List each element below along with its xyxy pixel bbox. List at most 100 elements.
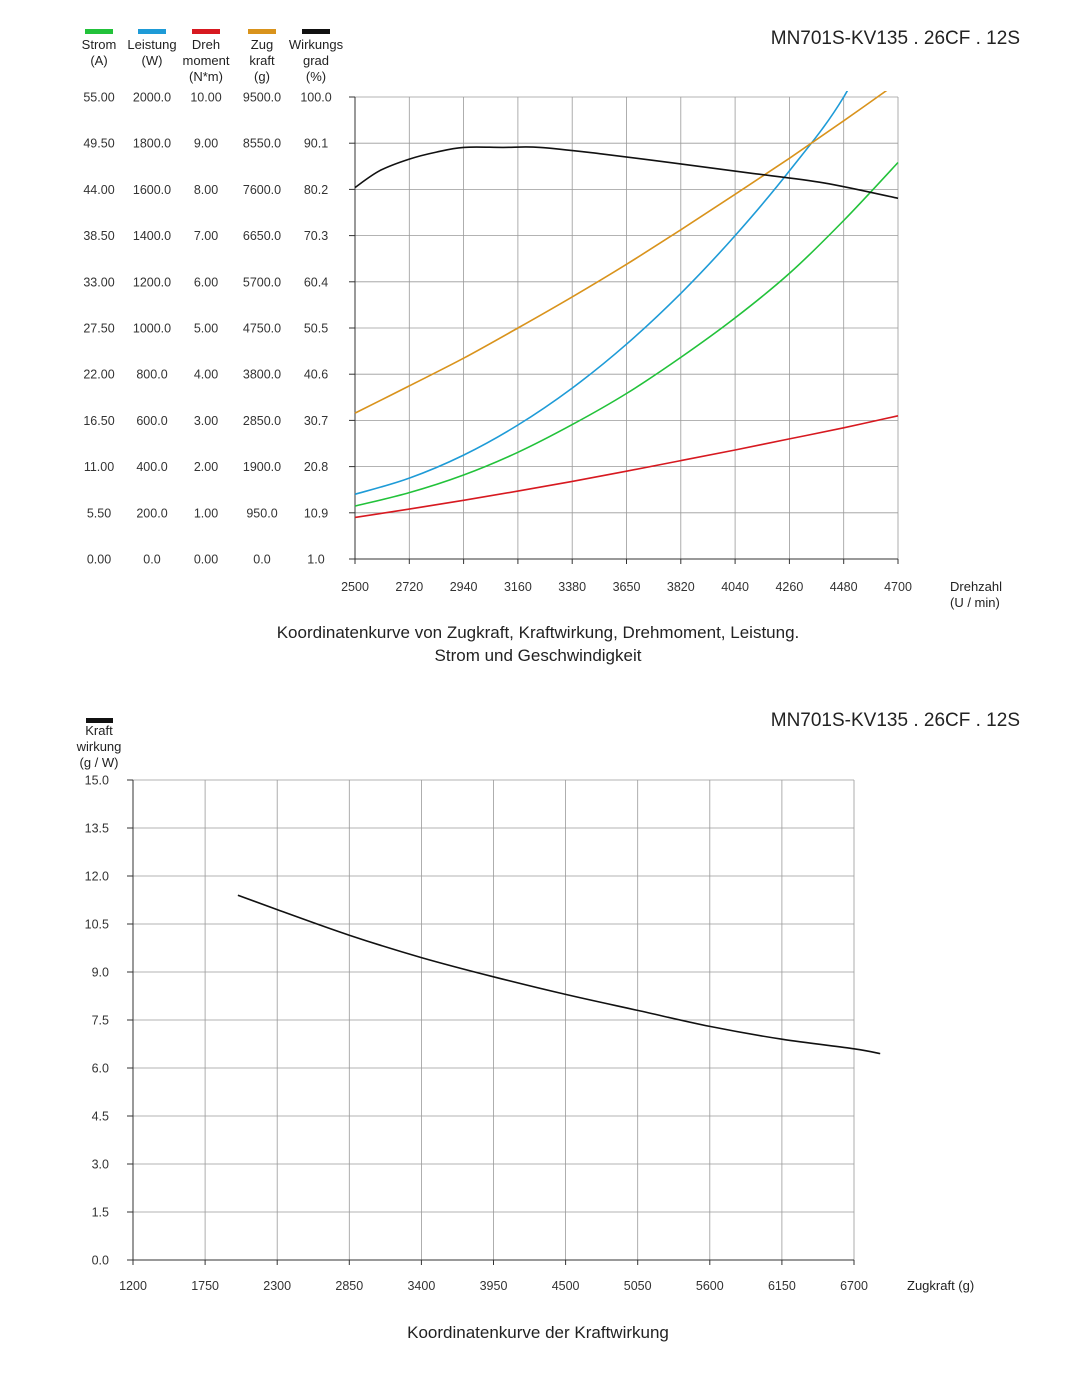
y-tick-label-strom: 44.00 — [83, 183, 114, 197]
legend-label-strom: Strom — [82, 37, 117, 52]
chart-caption: Koordinatenkurve der Kraftwirkung — [407, 1323, 669, 1342]
x-tick-label: 3950 — [480, 1279, 508, 1293]
y-tick-label-wirkungsgrad: 10.9 — [304, 506, 328, 520]
series-line-strom — [354, 161, 899, 507]
y-tick-label-drehmoment: 8.00 — [194, 183, 218, 197]
y-tick-label: 9.0 — [92, 966, 109, 980]
series-line-leistung — [354, 91, 849, 496]
x-tick-label: 4260 — [775, 580, 803, 594]
y-tick-label-leistung: 0.0 — [143, 553, 160, 567]
legend-swatch-kraftwirkung — [86, 718, 113, 723]
x-tick-label: 2850 — [335, 1279, 363, 1293]
legend-label-zugkraft: Zug — [251, 37, 273, 52]
x-tick-label: 5600 — [696, 1279, 724, 1293]
y-tick-label: 6.0 — [92, 1062, 109, 1076]
y-tick-label-wirkungsgrad: 40.6 — [304, 368, 328, 382]
y-tick-label-strom: 49.50 — [83, 137, 114, 151]
y-tick-label-strom: 5.50 — [87, 506, 111, 520]
y-tick-label-leistung: 1600.0 — [133, 183, 171, 197]
y-tick-label-wirkungsgrad: 60.4 — [304, 275, 328, 289]
chart-kraftwirkung: MN701S-KV135 . 26CF . 12S Koordinatenkur… — [0, 690, 1076, 1370]
y-tick-label-zugkraft: 4750.0 — [243, 322, 281, 336]
y-tick-label-zugkraft: 8550.0 — [243, 137, 281, 151]
x-tick-label: 3820 — [667, 580, 695, 594]
y-tick-label-drehmoment: 0.00 — [194, 553, 218, 567]
y-tick-label: 12.0 — [85, 870, 109, 884]
x-tick-label: 4700 — [884, 580, 912, 594]
y-tick-label-wirkungsgrad: 30.7 — [304, 414, 328, 428]
y-tick-label: 15.0 — [85, 774, 109, 788]
chart-motor-performance: MN701S-KV135 . 26CF . 12S Koordinatenkur… — [0, 0, 1076, 680]
y-tick-label-drehmoment: 1.00 — [194, 506, 218, 520]
x-tick-label: 3380 — [558, 580, 586, 594]
y-tick-label-drehmoment: 5.00 — [194, 322, 218, 336]
x-tick-label: 3160 — [504, 580, 532, 594]
y-tick-label-strom: 55.00 — [83, 91, 114, 105]
x-tick-label: 4040 — [721, 580, 749, 594]
y-axis-label: (g / W) — [80, 755, 119, 770]
y-tick-label-strom: 16.50 — [83, 414, 114, 428]
y-tick-label-strom: 22.00 — [83, 368, 114, 382]
legend-label-zugkraft: kraft — [249, 53, 275, 68]
y-tick-label-wirkungsgrad: 70.3 — [304, 229, 328, 243]
y-tick-label: 0.0 — [92, 1254, 109, 1268]
model-label: MN701S-KV135 . 26CF . 12S — [771, 28, 1020, 49]
x-axis-label-line-2: (U / min) — [950, 595, 1000, 610]
y-tick-label-drehmoment: 4.00 — [194, 368, 218, 382]
y-tick-label: 10.5 — [85, 918, 109, 932]
legend-label-leistung: (W) — [142, 53, 163, 68]
y-tick-label-leistung: 2000.0 — [133, 91, 171, 105]
legend-swatch-zugkraft — [248, 29, 276, 34]
y-axis-label: wirkung — [76, 739, 122, 754]
y-tick-label-drehmoment: 10.00 — [190, 91, 221, 105]
x-tick-label: 4480 — [830, 580, 858, 594]
y-tick-label-leistung: 1000.0 — [133, 322, 171, 336]
y-tick-label-strom: 33.00 — [83, 275, 114, 289]
y-tick-label-strom: 27.50 — [83, 322, 114, 336]
y-tick-label-wirkungsgrad: 1.0 — [307, 553, 324, 567]
y-axis-label: Kraft — [85, 723, 113, 738]
y-tick-label-leistung: 400.0 — [136, 460, 167, 474]
y-tick-label-drehmoment: 6.00 — [194, 275, 218, 289]
chart-caption-line-1: Koordinatenkurve von Zugkraft, Kraftwirk… — [277, 623, 800, 642]
legend-label-leistung: Leistung — [127, 37, 176, 52]
legend-swatch-drehmoment — [192, 29, 220, 34]
y-tick-label: 3.0 — [92, 1158, 109, 1172]
x-tick-label: 6150 — [768, 1279, 796, 1293]
x-tick-label: 3650 — [613, 580, 641, 594]
y-tick-label-leistung: 200.0 — [136, 506, 167, 520]
x-tick-label: 1200 — [119, 1279, 147, 1293]
x-tick-label: 2500 — [341, 580, 369, 594]
model-label: MN701S-KV135 . 26CF . 12S — [771, 710, 1020, 731]
x-tick-label: 2300 — [263, 1279, 291, 1293]
y-tick-label-strom: 38.50 — [83, 229, 114, 243]
legend-label-wirkungsgrad: grad — [303, 53, 329, 68]
y-tick-label-zugkraft: 950.0 — [246, 506, 277, 520]
x-tick-label: 3400 — [407, 1279, 435, 1293]
y-tick-label-zugkraft: 1900.0 — [243, 460, 281, 474]
x-axis-label: Zugkraft (g) — [907, 1278, 974, 1293]
legend-label-strom: (A) — [90, 53, 107, 68]
y-tick-label-drehmoment: 7.00 — [194, 229, 218, 243]
chart-caption-line-2: Strom und Geschwindigkeit — [435, 646, 642, 665]
y-tick-label-zugkraft: 6650.0 — [243, 229, 281, 243]
y-tick-label-zugkraft: 0.0 — [253, 553, 270, 567]
x-tick-label: 6700 — [840, 1279, 868, 1293]
legend-swatch-leistung — [138, 29, 166, 34]
y-tick-label: 13.5 — [85, 822, 109, 836]
y-tick-label-leistung: 600.0 — [136, 414, 167, 428]
series-line-kraftwirkung — [237, 894, 881, 1055]
y-tick-label-drehmoment: 9.00 — [194, 137, 218, 151]
y-tick-label-strom: 11.00 — [84, 460, 114, 474]
series-line-zugkraft — [354, 91, 888, 414]
y-tick-label-leistung: 1200.0 — [133, 275, 171, 289]
chart-1-svg: MN701S-KV135 . 26CF . 12S Koordinatenkur… — [82, 28, 1020, 665]
y-tick-label-wirkungsgrad: 90.1 — [304, 137, 328, 151]
y-tick-label-zugkraft: 3800.0 — [243, 368, 281, 382]
x-tick-label: 5050 — [624, 1279, 652, 1293]
y-tick-label-wirkungsgrad: 50.5 — [304, 322, 328, 336]
y-tick-label-strom: 0.00 — [87, 553, 111, 567]
y-tick-label-zugkraft: 5700.0 — [243, 275, 281, 289]
series-line-wirkungsgrad — [354, 146, 899, 200]
y-tick-label-wirkungsgrad: 20.8 — [304, 460, 328, 474]
